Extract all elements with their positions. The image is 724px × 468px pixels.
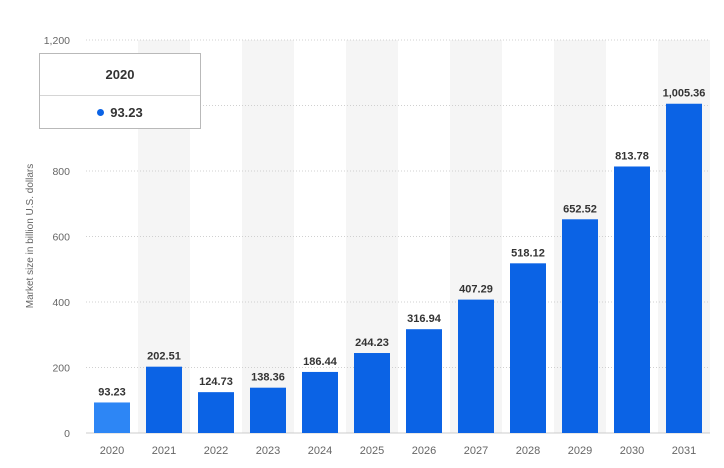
data-labels: 93.23 202.51 124.73 138.36 186.44 244.23 316.9… bbox=[98, 88, 705, 399]
data-label: 813.78 bbox=[615, 150, 649, 162]
data-label: 186.44 bbox=[303, 356, 338, 368]
x-tick-label: 2028 bbox=[516, 445, 540, 457]
y-tick-label: 600 bbox=[52, 232, 70, 244]
tooltip-title: 2020 bbox=[40, 54, 200, 96]
data-label: 124.73 bbox=[199, 376, 233, 388]
y-axis-title: Market size in billion U.S. dollars bbox=[25, 164, 36, 309]
x-tick-label: 2030 bbox=[620, 445, 644, 457]
bars bbox=[94, 103, 702, 433]
bar[interactable] bbox=[406, 329, 442, 433]
gridlines bbox=[86, 39, 710, 434]
data-label: 202.51 bbox=[147, 351, 181, 363]
bar[interactable] bbox=[614, 166, 650, 433]
x-tick-label: 2023 bbox=[256, 445, 280, 457]
bar[interactable] bbox=[562, 219, 598, 433]
bar[interactable] bbox=[666, 103, 702, 433]
data-label: 138.36 bbox=[251, 372, 285, 384]
data-label: 1,005.36 bbox=[663, 88, 706, 100]
bar[interactable] bbox=[302, 371, 338, 433]
bar[interactable] bbox=[510, 263, 546, 433]
data-label: 407.29 bbox=[459, 284, 493, 296]
x-tick-label: 2024 bbox=[308, 445, 332, 457]
x-tick-label: 2021 bbox=[152, 445, 176, 457]
x-tick-label: 2025 bbox=[360, 445, 384, 457]
x-tick-label: 2029 bbox=[568, 445, 592, 457]
tooltip-value-row: 93.23 bbox=[40, 96, 200, 129]
x-tick-label: 2027 bbox=[464, 445, 488, 457]
bar[interactable] bbox=[198, 392, 234, 433]
y-tick-label: 200 bbox=[52, 363, 70, 375]
category-band bbox=[242, 40, 294, 433]
y-tick-label: 400 bbox=[52, 297, 70, 309]
x-tick-label: 2022 bbox=[204, 445, 228, 457]
series-dot-icon bbox=[97, 109, 105, 116]
y-tick-label: 800 bbox=[52, 166, 70, 178]
bar[interactable] bbox=[458, 299, 494, 433]
tooltip: 2020 93.23 bbox=[39, 53, 201, 129]
tooltip-value: 93.23 bbox=[110, 105, 143, 120]
data-label: 244.23 bbox=[355, 337, 389, 349]
x-axis-ticks: 2020 2021 2022 2023 2024 2025 2026 2027 2028 2029… bbox=[100, 445, 696, 457]
x-tick-label: 2020 bbox=[100, 445, 124, 457]
bar[interactable] bbox=[94, 402, 130, 433]
data-label: 652.52 bbox=[563, 203, 597, 215]
data-label: 93.23 bbox=[98, 386, 126, 398]
y-axis-ticks: 0 200 400 600 800 1,200 bbox=[44, 35, 70, 440]
data-label: 518.12 bbox=[511, 247, 545, 259]
x-tick-label: 2026 bbox=[412, 445, 436, 457]
x-tick-label: 2031 bbox=[672, 445, 696, 457]
y-tick-label: 0 bbox=[64, 428, 70, 440]
data-label: 316.94 bbox=[407, 313, 442, 325]
y-tick-label: 1,200 bbox=[44, 35, 70, 47]
bar[interactable] bbox=[146, 366, 182, 433]
bar[interactable] bbox=[354, 353, 390, 433]
bar[interactable] bbox=[250, 387, 286, 433]
